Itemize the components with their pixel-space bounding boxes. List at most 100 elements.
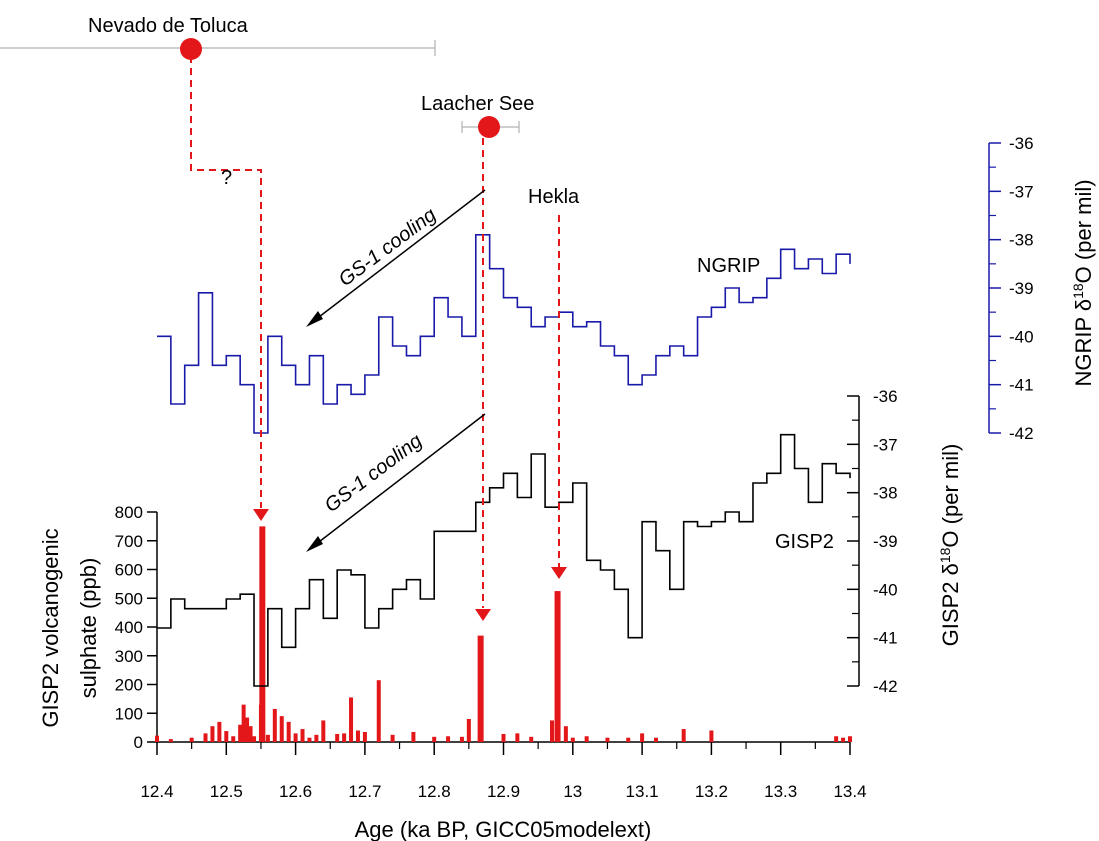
gisp2-tick-label: -42: [873, 677, 898, 696]
gisp2-title-tail: O (per mil): [938, 444, 963, 548]
sulphate-bar: [848, 736, 852, 742]
sulphate-bar: [841, 737, 846, 742]
sulphate-bar: [501, 733, 506, 742]
sulphate-tick-label: 100: [115, 704, 143, 723]
sulphate-bar: [584, 736, 589, 742]
sulphate-bar: [245, 717, 250, 742]
sulphate-bar: [432, 736, 437, 742]
x-tick-label: 13: [563, 782, 582, 801]
cooling-label-lower: GS-1 cooling: [321, 430, 427, 517]
gisp2-tick-label: -37: [873, 435, 898, 454]
sulphate-bar: [466, 719, 471, 742]
sulphate-bar: [252, 736, 257, 742]
sulphate-bar: [307, 737, 312, 742]
laacher-marker: [478, 116, 500, 138]
sulphate-tick-label: 700: [115, 532, 143, 551]
x-tick-label: 12.5: [210, 782, 243, 801]
gisp2-tick-label: -40: [873, 580, 898, 599]
cooling-arrow-lower: [314, 413, 486, 546]
sulphate-bar: [168, 739, 173, 742]
sulphate-bar: [550, 720, 555, 742]
ngrip-tick-label: -41: [1009, 376, 1034, 395]
sulphate-bar: [265, 734, 270, 742]
sulphate-bar: [605, 737, 610, 742]
sulphate-bar: [362, 731, 367, 742]
sulphate-bar: [477, 635, 484, 742]
nevado-label: Nevado de Toluca: [88, 15, 249, 37]
sulphate-bar: [189, 737, 194, 742]
ngrip-tick-label: -38: [1009, 231, 1034, 250]
gisp2-axis: -36 -37 -38 -39 -40 -41 -42: [847, 387, 898, 696]
x-axis: 12.4 12.5 12.6 12.7 12.8 12.9 13 13.1 13.2 13.3 13…: [140, 741, 867, 801]
sulphate-bar: [335, 733, 340, 742]
x-tick-label: 12.9: [487, 782, 520, 801]
sulphate-tick-label: 600: [115, 561, 143, 580]
gisp2-tick-label: -38: [873, 484, 898, 503]
sulphate-tick-label: 300: [115, 647, 143, 666]
sulphate-bar: [554, 591, 561, 742]
gisp2-series-line: [157, 433, 851, 687]
sulphate-bar: [411, 731, 416, 742]
sulphate-bar: [321, 720, 326, 742]
sulphate-tick-label: 200: [115, 676, 143, 695]
ngrip-tick-label: -40: [1009, 327, 1034, 346]
gisp2-tick-label: -36: [873, 387, 898, 406]
sulphate-bar: [241, 704, 246, 742]
ngrip-axis-title: NGRIP δ18O (per mil): [1070, 179, 1096, 386]
sulphate-bar: [355, 730, 360, 742]
x-tick-label: 12.7: [348, 782, 381, 801]
gisp2-title-sup: 18: [937, 547, 953, 563]
x-tick-label: 12.8: [418, 782, 451, 801]
sulphate-bar: [563, 726, 568, 742]
ngrip-tick-label: -36: [1009, 134, 1034, 153]
nevado-connector: [190, 56, 262, 508]
gisp2-series-label: GISP2: [775, 531, 834, 553]
cooling-arrow-upper: [314, 189, 486, 321]
ngrip-title-tail: O (per mil): [1071, 179, 1096, 283]
hekla-label: Hekla: [528, 186, 580, 208]
sulphate-title-line1: GISP2 volcanogenic: [38, 528, 63, 727]
sulphate-bar: [224, 731, 229, 742]
sulphate-bar: [155, 735, 159, 742]
ngrip-axis: -36 -37 -38 -39 -40 -41 -42: [988, 134, 1034, 443]
cooling-arrowhead-upper: [306, 311, 323, 327]
sulphate-title-line2: sulphate (ppb): [76, 558, 101, 699]
sulphate-tick-label: 400: [115, 618, 143, 637]
sulphate-bar: [314, 734, 319, 742]
question-mark-label: ?: [221, 167, 232, 189]
sulphate-axis-title-text: GISP2 volcanogenic sulphate (ppb): [38, 528, 101, 727]
laacher-label: Laacher See: [421, 93, 534, 115]
ngrip-axis-title-text: NGRIP δ18O (per mil): [1070, 179, 1096, 386]
sulphate-bar: [231, 736, 236, 742]
nevado-marker: [180, 38, 202, 60]
sulphate-axis: 0 100 200 300 400 500 600 700 800: [115, 503, 158, 752]
sulphate-bar: [238, 724, 243, 742]
sulphate-bar: [570, 737, 575, 742]
sulphate-bar: [286, 721, 291, 742]
gisp2-axis-title-text: GISP2 δ18O (per mil): [937, 444, 963, 647]
x-tick-label: 12.4: [140, 782, 173, 801]
sulphate-bar: [681, 729, 686, 742]
ngrip-tick-label: -37: [1009, 182, 1034, 201]
sulphate-bar: [203, 733, 208, 742]
ngrip-title-sup: 18: [1070, 283, 1086, 299]
sulphate-bar: [349, 697, 354, 742]
sulphate-bar: [626, 737, 631, 742]
sulphate-tick-label: 0: [134, 733, 143, 752]
sulphate-bar: [300, 729, 305, 742]
ngrip-tick-label: -42: [1009, 424, 1034, 443]
ngrip-tick-label: -39: [1009, 279, 1034, 298]
sulphate-bar: [834, 736, 839, 742]
x-axis-title: Age (ka BP, GICC05modelext): [355, 817, 652, 841]
cooling-label-upper: GS-1 cooling: [335, 204, 441, 291]
sulphate-bars: [155, 526, 852, 742]
sulphate-bar: [217, 721, 222, 742]
gisp2-tick-label: -41: [873, 629, 898, 648]
x-tick-label: 13.4: [833, 782, 866, 801]
nevado-arrowhead: [253, 509, 269, 521]
sulphate-axis-title: GISP2 volcanogenic sulphate (ppb): [38, 528, 101, 727]
sulphate-bar: [272, 708, 277, 742]
x-tick-label: 12.6: [279, 782, 312, 801]
cooling-arrowhead-lower: [306, 536, 323, 552]
